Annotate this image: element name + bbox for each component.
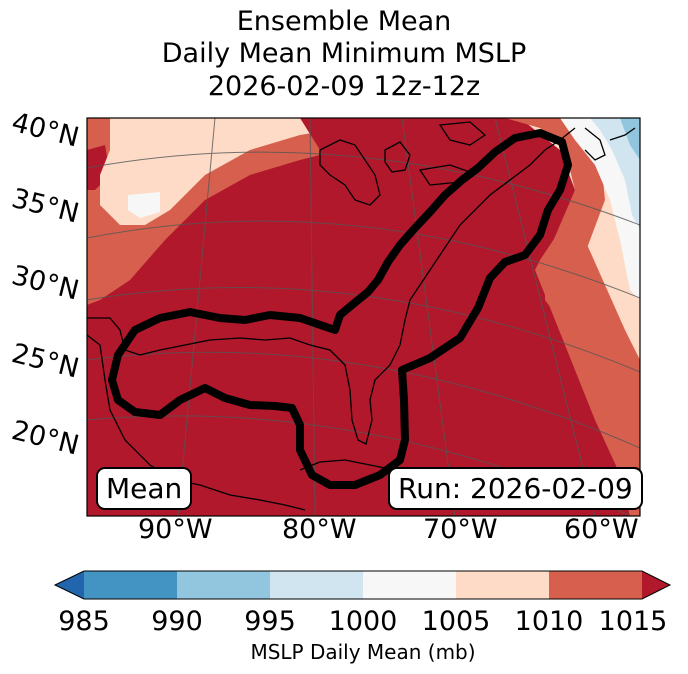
colorbar-tick-1000: 1000 — [328, 606, 398, 637]
colorbar-label: MSLP Daily Mean (mb) — [250, 640, 476, 664]
nova-scotia-coast — [584, 127, 606, 161]
pressure-field-1005-1010-ne — [505, 118, 605, 320]
great-lakes-4 — [438, 121, 487, 146]
newfoundland-coast — [609, 127, 636, 141]
title-line-1: Ensemble Mean — [236, 6, 452, 37]
colorbar-segment-990-995 — [177, 571, 270, 599]
title-line-2: Daily Mean Minimum MSLP — [161, 38, 527, 69]
colorbar-segment-1005-1010 — [456, 571, 549, 599]
colorbar-tick-995: 995 — [244, 606, 296, 637]
map-frame — [86, 117, 641, 517]
pressure-field-990-995 — [590, 118, 640, 230]
pressure-field-white-patch — [128, 192, 160, 218]
colorbar-segment-1010-1015 — [549, 571, 642, 599]
ensemble-contour — [108, 129, 572, 489]
colorbar-tick-990: 990 — [151, 606, 203, 637]
colorbar-tick-1010: 1010 — [514, 606, 584, 637]
great-lakes-2 — [384, 141, 411, 173]
meridian-80w — [309, 118, 316, 516]
lon-label-70w: 70°W — [423, 514, 498, 545]
mean-label: Mean — [96, 467, 193, 510]
great-lakes-1 — [319, 139, 381, 206]
map-area — [87, 118, 640, 516]
parallel-20n — [87, 351, 640, 449]
colorbar-extend-high — [642, 571, 670, 599]
run-label: Run: 2026-02-09 — [388, 467, 643, 510]
colorbar-tick-985: 985 — [58, 606, 110, 637]
us-east-gulf-coast — [87, 127, 576, 445]
pressure-field-1010-1015-coast — [150, 118, 575, 420]
colorbar-segment-995-1000 — [270, 571, 363, 599]
colorbar-outline — [53, 570, 672, 600]
colorbar-tick-1015: 1015 — [598, 606, 668, 637]
lon-label-80w: 80°W — [282, 514, 357, 545]
lon-label-90w: 90°W — [138, 514, 213, 545]
colorbar — [53, 570, 672, 600]
lon-label-60w: 60°W — [564, 514, 639, 545]
title-line-3: 2026-02-09 12z-12z — [207, 71, 481, 102]
colorbar-extend-low — [55, 571, 84, 599]
colorbar-segment-1000-1005 — [363, 571, 456, 599]
meridian-70w — [401, 118, 456, 516]
parallel-35n — [87, 151, 640, 226]
parallel-30n — [87, 220, 640, 299]
colorbar-segment-985-990 — [84, 571, 177, 599]
colorbar-tick-1005: 1005 — [421, 606, 491, 637]
meridian-60w — [494, 118, 596, 516]
